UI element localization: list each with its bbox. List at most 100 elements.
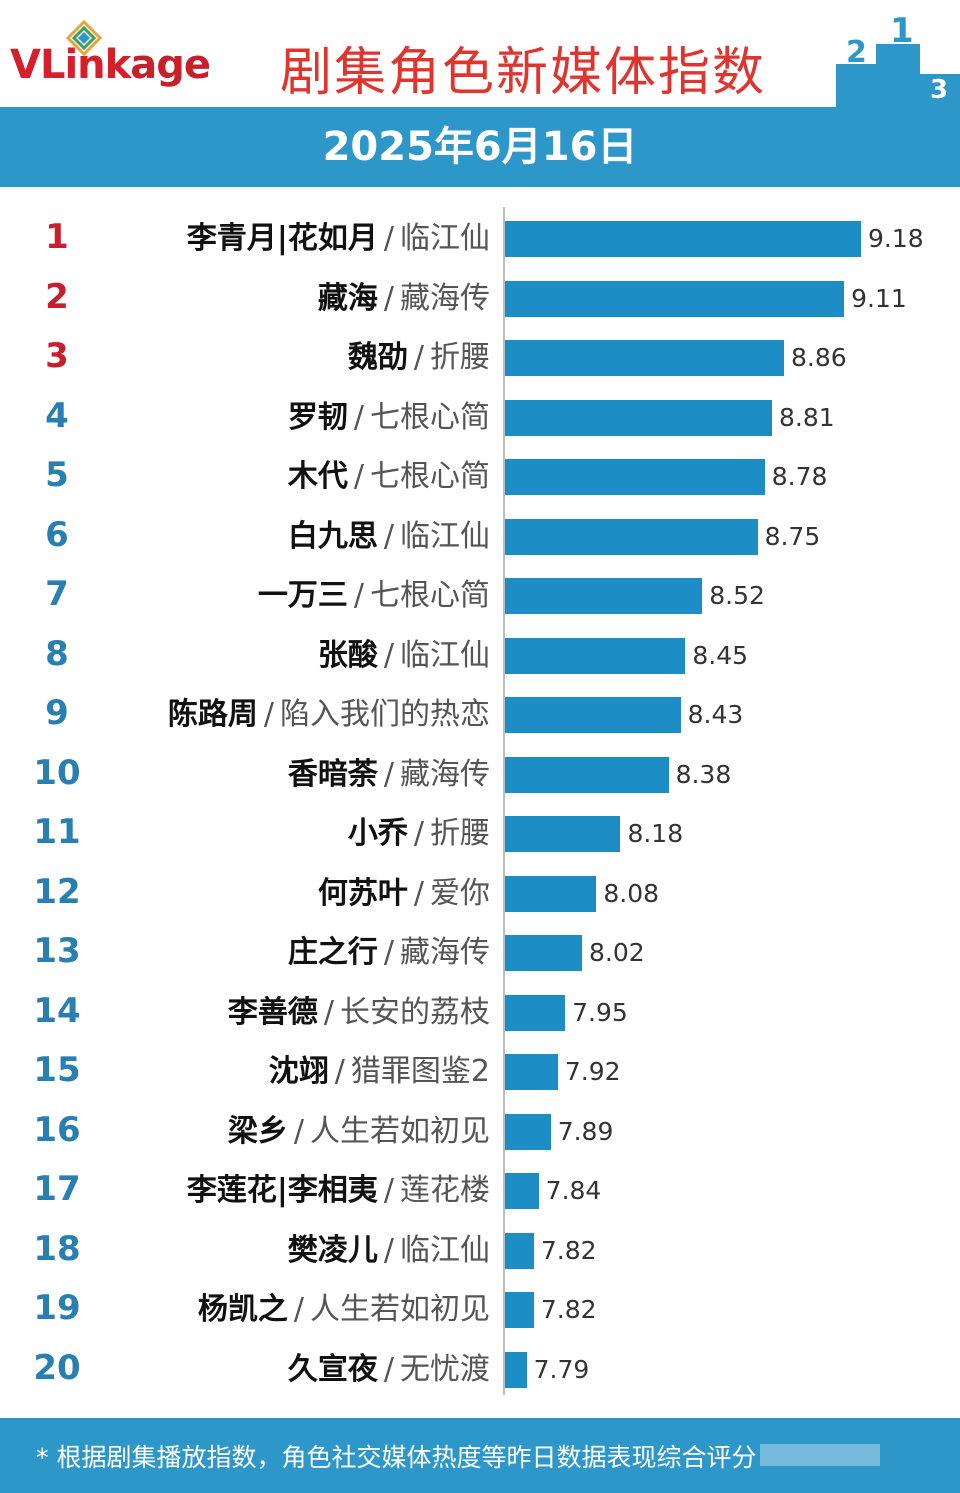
drama-name: 临江仙 [400, 518, 490, 554]
bar-row: 10 香暗荼 / 藏海传 8.38 [0, 745, 960, 805]
label-separator: / [383, 518, 394, 554]
drama-name: 折腰 [430, 816, 490, 851]
bar [505, 697, 681, 733]
bar [505, 578, 703, 614]
drama-name: 临江仙 [400, 221, 490, 256]
character-name: 张酸 [317, 637, 378, 673]
rank-number: 9 [45, 693, 69, 733]
value-label: 8.08 [603, 878, 660, 908]
rank-number: 15 [33, 1050, 81, 1090]
value-label: 8.81 [779, 402, 835, 432]
label-separator: / [413, 340, 424, 375]
rank-number: 19 [33, 1288, 81, 1328]
drama-name: 长安的荔枝 [340, 994, 490, 1030]
category-label: 久宣夜 / 无忧渡 [288, 1348, 490, 1392]
category-label: 李青月|花如月 / 临江仙 [187, 217, 490, 261]
category-label: 樊凌儿 / 临江仙 [288, 1229, 490, 1273]
drama-name: 临江仙 [400, 1232, 490, 1268]
rank-number: 6 [45, 514, 69, 555]
rank-number: 20 [33, 1347, 81, 1388]
value-label: 8.52 [709, 581, 765, 610]
vlinkage-logo: VLinkage [10, 18, 211, 98]
drama-name: 人生若如初见 [310, 1113, 490, 1149]
drama-name: 藏海传 [400, 756, 490, 792]
bar-row: 15 沈翊 / 猎罪图鉴2 7.92 [0, 1042, 960, 1102]
bar-row: 5 木代 / 七根心简 8.78 [0, 447, 960, 507]
label-separator: / [383, 221, 394, 256]
label-separator: / [293, 1292, 304, 1327]
bar [505, 221, 861, 257]
page-title: 剧集角色新媒体指数 [280, 43, 767, 103]
value-label: 7.82 [540, 1295, 597, 1324]
label-separator: / [383, 637, 394, 673]
chart-axis-line [503, 207, 505, 1395]
footnote: * 根据剧集播放指数，角色社交媒体热度等昨日数据表现综合评分 [36, 1443, 757, 1472]
category-label: 藏海 / 藏海传 [318, 277, 490, 321]
date-text: 2025年6月16日 [322, 124, 638, 170]
value-label: 8.18 [627, 819, 684, 848]
rank-number: 12 [33, 871, 81, 912]
character-name: 李青月|花如月 [186, 221, 378, 256]
bar [505, 1292, 534, 1328]
category-label: 白九思 / 临江仙 [288, 515, 490, 559]
label-separator: / [383, 1232, 394, 1268]
character-name: 一万三 [257, 578, 348, 613]
character-name: 久宣夜 [287, 1351, 378, 1387]
rank-number: 11 [33, 812, 81, 852]
rank-number: 4 [45, 395, 69, 436]
watermark-icon [760, 1444, 880, 1466]
rank-number: 17 [33, 1169, 81, 1209]
drama-name: 七根心简 [370, 459, 490, 494]
category-label: 李善德 / 长安的荔枝 [228, 991, 490, 1035]
character-name: 香暗荼 [287, 756, 378, 792]
value-label: 8.43 [687, 700, 744, 729]
bar-row: 2 藏海 / 藏海传 9.11 [0, 269, 960, 329]
rank-number: 2 [45, 276, 69, 317]
label-separator: / [413, 816, 424, 851]
logo-v: V [10, 42, 41, 88]
rank-number: 5 [45, 455, 69, 495]
svg-text:3: 3 [930, 75, 948, 105]
value-label: 9.11 [851, 283, 907, 313]
bar-row: 13 庄之行 / 藏海传 8.02 [0, 923, 960, 983]
drama-name: 猎罪图鉴2 [350, 1054, 490, 1089]
bar-row: 6 白九思 / 临江仙 8.75 [0, 507, 960, 567]
character-name: 木代 [287, 459, 348, 494]
character-name: 杨凯之 [197, 1292, 288, 1327]
svg-text:2: 2 [846, 35, 867, 70]
character-name: 庄之行 [287, 935, 378, 970]
drama-name: 临江仙 [400, 637, 490, 673]
category-label: 木代 / 七根心简 [288, 455, 490, 499]
bar [505, 340, 785, 376]
footer-banner: * 根据剧集播放指数，角色社交媒体热度等昨日数据表现综合评分 [0, 1418, 960, 1493]
logo-age: age [130, 42, 211, 88]
value-label: 8.02 [588, 938, 645, 967]
label-separator: / [383, 1351, 394, 1387]
character-name: 魏劭 [347, 340, 408, 375]
character-name: 罗韧 [287, 399, 348, 435]
bar [505, 1054, 558, 1090]
character-name: 何苏叶 [317, 875, 408, 911]
svg-text:1: 1 [890, 14, 914, 51]
category-label: 香暗荼 / 藏海传 [288, 753, 490, 797]
label-separator: / [323, 994, 334, 1030]
value-label: 8.78 [771, 462, 828, 491]
header: VLinkage 剧集角色新媒体指数 2 1 3 [0, 0, 960, 108]
category-label: 罗韧 / 七根心简 [288, 396, 490, 440]
label-separator: / [263, 697, 274, 732]
value-label: 9.18 [868, 224, 924, 253]
bar [505, 459, 765, 495]
vlinkage-diamond-icon [65, 19, 103, 57]
value-label: 7.92 [564, 1057, 621, 1086]
category-label: 杨凯之 / 人生若如初见 [198, 1288, 490, 1332]
bar [505, 816, 621, 852]
podium-icon: 2 1 3 [836, 14, 960, 108]
bar-row: 18 樊凌儿 / 临江仙 7.82 [0, 1221, 960, 1281]
drama-name: 莲花楼 [400, 1173, 490, 1208]
bar-row: 16 梁乡 / 人生若如初见 7.89 [0, 1102, 960, 1162]
character-name: 樊凌儿 [287, 1232, 378, 1268]
rank-number: 7 [45, 574, 69, 614]
bar [505, 1232, 534, 1269]
value-label: 7.84 [545, 1176, 602, 1205]
category-label: 小乔 / 折腰 [348, 812, 490, 856]
